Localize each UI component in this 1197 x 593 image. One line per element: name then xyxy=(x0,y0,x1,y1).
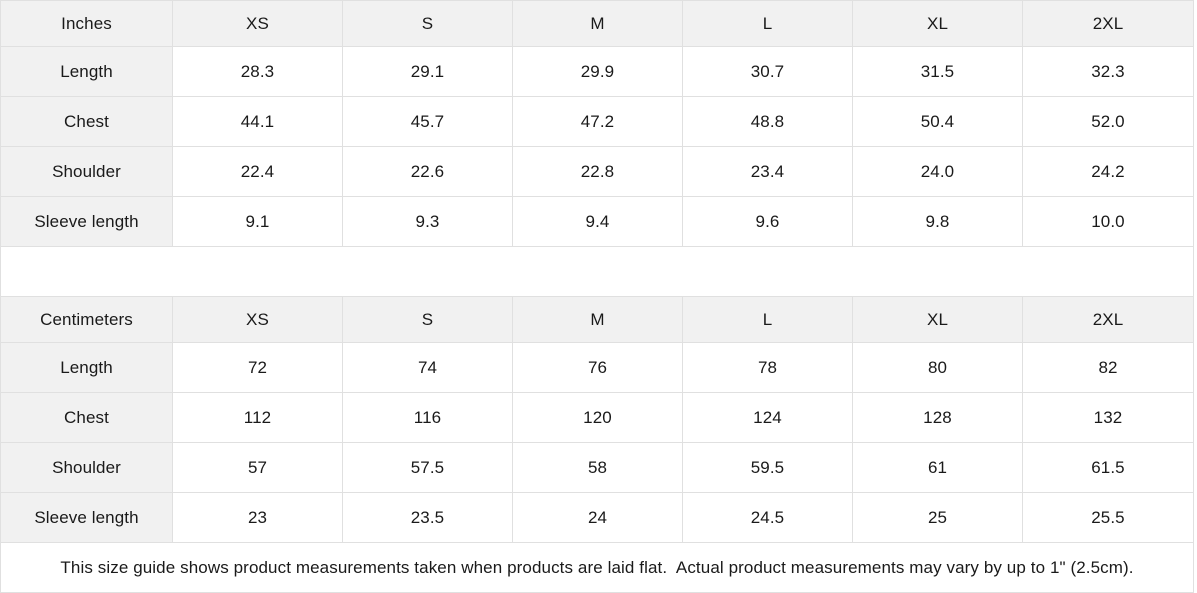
measurement-cell: 29.1 xyxy=(342,46,513,97)
measurement-cell: 24.2 xyxy=(1022,146,1194,197)
measurement-cell: 24.5 xyxy=(682,492,853,543)
measurement-row: Sleeve length 23 23.5 24 24.5 25 25.5 xyxy=(0,492,1194,543)
unit-label-cell: Centimeters xyxy=(0,296,173,343)
measurement-cell: 48.8 xyxy=(682,96,853,147)
measurement-cell: 29.9 xyxy=(512,46,683,97)
measurement-cell: 23.5 xyxy=(342,492,513,543)
unit-label-cell: Inches xyxy=(0,0,173,47)
measurement-row: Chest 44.1 45.7 47.2 48.8 50.4 52.0 xyxy=(0,96,1194,147)
measurement-row: Shoulder 57 57.5 58 59.5 61 61.5 xyxy=(0,442,1194,493)
row-label-cell: Shoulder xyxy=(0,442,173,493)
measurement-cell: 76 xyxy=(512,342,683,393)
measurement-cell: 24 xyxy=(512,492,683,543)
measurement-cell: 28.3 xyxy=(172,46,343,97)
measurement-cell: 78 xyxy=(682,342,853,393)
size-header-cell: 2XL xyxy=(1022,296,1194,343)
measurement-cell: 57 xyxy=(172,442,343,493)
measurement-cell: 59.5 xyxy=(682,442,853,493)
size-header-cell: XS xyxy=(172,0,343,47)
measurement-cell: 80 xyxy=(852,342,1023,393)
measurement-cell: 132 xyxy=(1022,392,1194,443)
row-label-cell: Chest xyxy=(0,96,173,147)
measurement-cell: 128 xyxy=(852,392,1023,443)
measurement-cell: 9.3 xyxy=(342,196,513,247)
measurement-cell: 9.1 xyxy=(172,196,343,247)
measurement-cell: 32.3 xyxy=(1022,46,1194,97)
measurement-cell: 57.5 xyxy=(342,442,513,493)
row-label-cell: Length xyxy=(0,342,173,393)
measurement-cell: 10.0 xyxy=(1022,196,1194,247)
size-header-cell: S xyxy=(342,0,513,47)
measurement-cell: 112 xyxy=(172,392,343,443)
section-spacer-row xyxy=(0,246,1194,297)
measurement-cell: 9.8 xyxy=(852,196,1023,247)
measurement-cell: 72 xyxy=(172,342,343,393)
row-label-cell: Chest xyxy=(0,392,173,443)
measurement-cell: 24.0 xyxy=(852,146,1023,197)
measurement-cell: 50.4 xyxy=(852,96,1023,147)
size-header-cell: XL xyxy=(852,0,1023,47)
row-label-cell: Length xyxy=(0,46,173,97)
measurement-cell: 120 xyxy=(512,392,683,443)
measurement-row: Length 72 74 76 78 80 82 xyxy=(0,342,1194,393)
measurement-cell: 31.5 xyxy=(852,46,1023,97)
row-label-cell: Sleeve length xyxy=(0,196,173,247)
measurement-cell: 74 xyxy=(342,342,513,393)
measurement-cell: 52.0 xyxy=(1022,96,1194,147)
measurement-cell: 22.8 xyxy=(512,146,683,197)
measurement-cell: 61.5 xyxy=(1022,442,1194,493)
measurement-cell: 23.4 xyxy=(682,146,853,197)
row-label-cell: Shoulder xyxy=(0,146,173,197)
section-spacer-cell xyxy=(0,246,1194,297)
measurement-cell: 47.2 xyxy=(512,96,683,147)
unit-header-row: Inches XS S M L XL 2XL xyxy=(0,0,1194,47)
size-header-cell: XS xyxy=(172,296,343,343)
size-header-cell: M xyxy=(512,0,683,47)
measurement-row: Chest 112 116 120 124 128 132 xyxy=(0,392,1194,443)
size-header-cell: S xyxy=(342,296,513,343)
note-row: This size guide shows product measuremen… xyxy=(0,542,1194,593)
measurement-cell: 22.4 xyxy=(172,146,343,197)
measurement-cell: 82 xyxy=(1022,342,1194,393)
measurement-cell: 25 xyxy=(852,492,1023,543)
measurement-cell: 61 xyxy=(852,442,1023,493)
size-header-cell: L xyxy=(682,0,853,47)
measurement-cell: 9.6 xyxy=(682,196,853,247)
measurement-cell: 25.5 xyxy=(1022,492,1194,543)
measurement-cell: 44.1 xyxy=(172,96,343,147)
measurement-cell: 9.4 xyxy=(512,196,683,247)
size-guide-note: This size guide shows product measuremen… xyxy=(0,542,1194,593)
size-header-cell: L xyxy=(682,296,853,343)
measurement-row: Sleeve length 9.1 9.3 9.4 9.6 9.8 10.0 xyxy=(0,196,1194,247)
measurement-cell: 124 xyxy=(682,392,853,443)
measurement-cell: 45.7 xyxy=(342,96,513,147)
row-label-cell: Sleeve length xyxy=(0,492,173,543)
measurement-cell: 23 xyxy=(172,492,343,543)
measurement-cell: 116 xyxy=(342,392,513,443)
size-header-cell: M xyxy=(512,296,683,343)
measurement-row: Length 28.3 29.1 29.9 30.7 31.5 32.3 xyxy=(0,46,1194,97)
unit-header-row: Centimeters XS S M L XL 2XL xyxy=(0,296,1194,343)
measurement-row: Shoulder 22.4 22.6 22.8 23.4 24.0 24.2 xyxy=(0,146,1194,197)
size-header-cell: 2XL xyxy=(1022,0,1194,47)
measurement-cell: 30.7 xyxy=(682,46,853,97)
size-header-cell: XL xyxy=(852,296,1023,343)
measurement-cell: 22.6 xyxy=(342,146,513,197)
measurement-cell: 58 xyxy=(512,442,683,493)
